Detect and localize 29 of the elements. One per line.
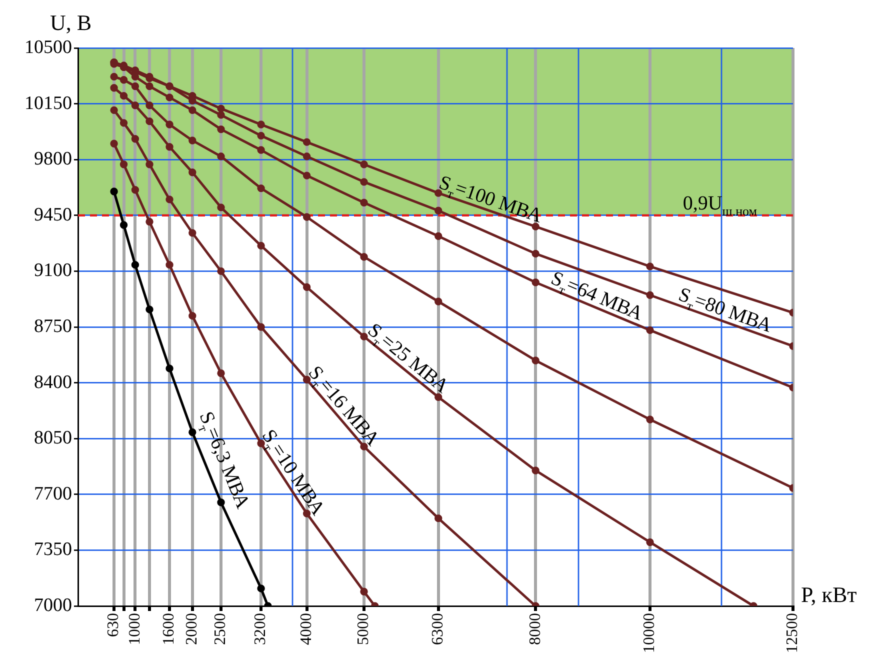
- y-tick-label: 8050: [34, 428, 72, 449]
- x-tick-label: 5000: [355, 613, 372, 645]
- x-tick-label: 6300: [430, 613, 447, 645]
- x-tick-label: 2500: [212, 613, 230, 645]
- x-tick-label: 12500: [784, 613, 802, 653]
- y-tick-label: 7000: [34, 594, 72, 616]
- y-tick-label: 7350: [34, 539, 72, 560]
- y-tick-label: 9450: [34, 204, 72, 226]
- x-tick-label: 1000: [126, 613, 144, 645]
- text: Sт=6,3 МВА: [194, 408, 254, 512]
- y-tick-label: 8750: [34, 316, 72, 337]
- x-tick-label: 8000: [526, 613, 544, 645]
- x-axis-title: P, кВт: [801, 582, 858, 607]
- text: Sт=80 МВА: [676, 284, 776, 338]
- text: Sт=100 МВА: [436, 172, 546, 228]
- x-tick-label: 3200: [252, 613, 270, 645]
- x-tick-label: 630: [105, 613, 122, 637]
- x-tick-label: 10000: [641, 613, 658, 653]
- y-tick-label: 10150: [24, 92, 72, 114]
- y-tick-label: 9800: [34, 148, 72, 170]
- y-tick-label: 10500: [24, 36, 72, 58]
- y-tick-label: 9100: [34, 260, 72, 282]
- x-tick-label: 4000: [298, 613, 316, 645]
- x-tick-label: 2000: [184, 613, 201, 645]
- y-axis-title: U, В: [50, 10, 92, 35]
- x-tick-label: 1600: [160, 613, 178, 645]
- text: Sт=64 МВА: [548, 267, 647, 326]
- y-tick-label: 8400: [34, 372, 72, 393]
- y-tick-label: 7700: [34, 483, 72, 504]
